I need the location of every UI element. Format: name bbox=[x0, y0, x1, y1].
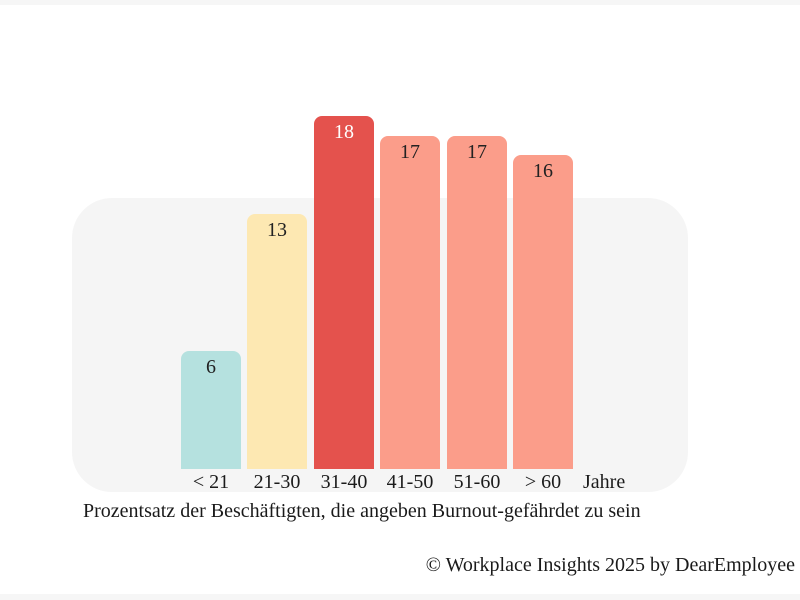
copyright-credit: © Workplace Insights 2025 by DearEmploye… bbox=[425, 554, 795, 576]
bar-value-label: 17 bbox=[467, 141, 487, 163]
bar-value-label: 6 bbox=[206, 356, 216, 378]
bar-value-label: 16 bbox=[533, 160, 553, 182]
x-axis-label-31-40: 31-40 bbox=[320, 471, 368, 493]
top-edge-strip bbox=[0, 0, 800, 5]
bar-31-40: 18 bbox=[314, 116, 374, 469]
x-axis-label-lt-21: < 21 bbox=[192, 471, 230, 493]
bar-21-30: 13 bbox=[247, 214, 307, 469]
bottom-edge-strip bbox=[0, 594, 800, 600]
chart-title: Prozentsatz der Beschäftigten, die angeb… bbox=[83, 500, 641, 522]
x-axis-label-51-60: 51-60 bbox=[453, 471, 501, 493]
x-axis-label-41-50: 41-50 bbox=[386, 471, 434, 493]
x-axis-label-21-30: 21-30 bbox=[253, 471, 301, 493]
x-axis-label-gt-60: > 60 bbox=[524, 471, 562, 493]
bar-value-label: 17 bbox=[400, 141, 420, 163]
bar-value-label: 18 bbox=[334, 121, 354, 143]
bar-value-label: 13 bbox=[267, 219, 287, 241]
x-axis-unit-label: Jahre bbox=[583, 471, 626, 493]
bar-41-50: 17 bbox=[380, 136, 440, 469]
bar-lt-21: 6 bbox=[181, 351, 241, 469]
bar-51-60: 17 bbox=[447, 136, 507, 469]
bar-gt-60: 16 bbox=[513, 155, 573, 469]
